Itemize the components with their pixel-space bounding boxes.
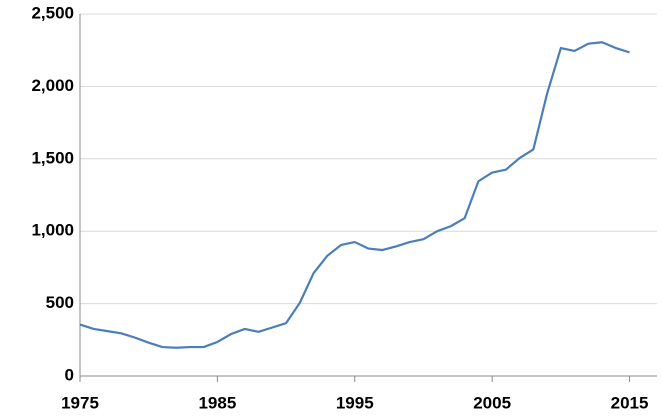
x-tick-label: 1975	[61, 393, 99, 412]
x-tick-label: 1995	[336, 393, 374, 412]
y-tick-label: 1,500	[31, 148, 74, 167]
y-tick-label: 500	[46, 293, 74, 312]
line	[79, 41, 630, 349]
x-tick-label: 2015	[611, 393, 649, 412]
y-tick-label: 0	[65, 365, 74, 384]
y-tick-label: 2,500	[31, 3, 74, 22]
x-tick-label: 2005	[473, 393, 511, 412]
y-tick-label: 2,000	[31, 76, 74, 95]
y-tick-label: 1,000	[31, 221, 74, 240]
x-tick-label: 1985	[198, 393, 236, 412]
